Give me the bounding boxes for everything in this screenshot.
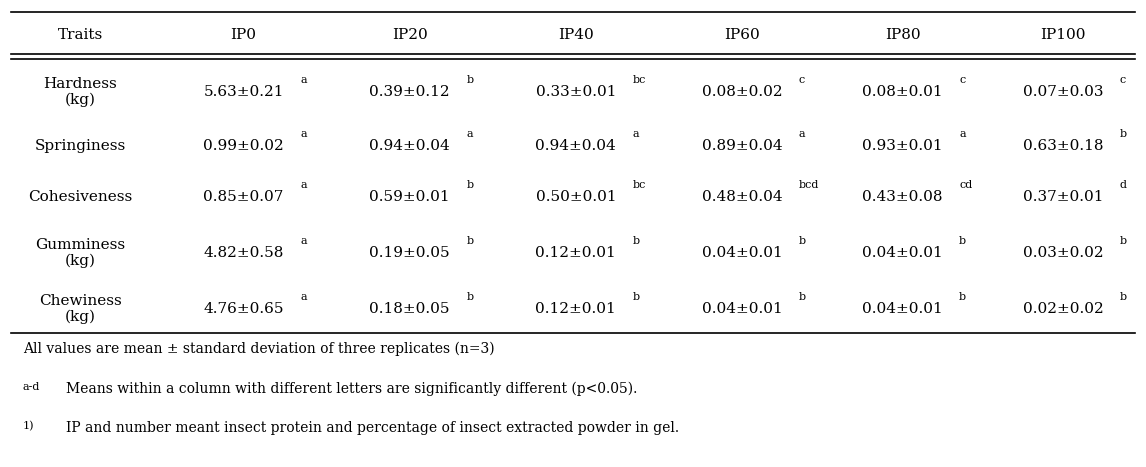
Text: 0.50±0.01: 0.50±0.01 <box>535 190 617 204</box>
Text: b: b <box>633 236 639 247</box>
Text: a: a <box>300 75 307 85</box>
Text: b: b <box>633 292 639 303</box>
Text: 0.33±0.01: 0.33±0.01 <box>535 85 617 99</box>
Text: c: c <box>799 75 804 85</box>
Text: bcd: bcd <box>799 180 819 191</box>
Text: 0.94±0.04: 0.94±0.04 <box>535 139 617 153</box>
Text: b: b <box>1120 292 1127 303</box>
Text: Chewiness
(kg): Chewiness (kg) <box>39 294 121 325</box>
Text: c: c <box>959 75 965 85</box>
Text: 0.63±0.18: 0.63±0.18 <box>1022 139 1104 153</box>
Text: d: d <box>1120 180 1127 191</box>
Text: a: a <box>300 236 307 247</box>
Text: Gumminess
(kg): Gumminess (kg) <box>36 238 125 269</box>
Text: 0.89±0.04: 0.89±0.04 <box>701 139 783 153</box>
Text: 0.43±0.08: 0.43±0.08 <box>862 190 943 204</box>
Text: IP0: IP0 <box>230 28 257 42</box>
Text: Hardness
(kg): Hardness (kg) <box>44 77 117 107</box>
Text: Springiness: Springiness <box>34 139 126 153</box>
Text: b: b <box>959 292 966 303</box>
Text: 5.63±0.21: 5.63±0.21 <box>203 85 284 99</box>
Text: 0.04±0.01: 0.04±0.01 <box>862 246 943 260</box>
Text: cd: cd <box>959 180 973 191</box>
Text: 0.08±0.02: 0.08±0.02 <box>701 85 783 99</box>
Text: 0.94±0.04: 0.94±0.04 <box>369 139 450 153</box>
Text: All values are mean ± standard deviation of three replicates (n=3): All values are mean ± standard deviation… <box>23 342 495 356</box>
Text: 0.19±0.05: 0.19±0.05 <box>369 246 450 260</box>
Text: 0.18±0.05: 0.18±0.05 <box>369 302 450 316</box>
Text: Means within a column with different letters are significantly different (p<0.05: Means within a column with different let… <box>66 382 638 396</box>
Text: Cohesiveness: Cohesiveness <box>29 190 132 204</box>
Text: IP20: IP20 <box>392 28 427 42</box>
Text: 0.48±0.04: 0.48±0.04 <box>701 190 783 204</box>
Text: 0.07±0.03: 0.07±0.03 <box>1022 85 1104 99</box>
Text: a: a <box>633 129 639 139</box>
Text: 0.93±0.01: 0.93±0.01 <box>862 139 943 153</box>
Text: 0.37±0.01: 0.37±0.01 <box>1022 190 1104 204</box>
Text: 0.99±0.02: 0.99±0.02 <box>203 139 284 153</box>
Text: 1): 1) <box>23 421 34 432</box>
Text: 4.82±0.58: 4.82±0.58 <box>203 246 284 260</box>
Text: IP100: IP100 <box>1041 28 1085 42</box>
Text: c: c <box>1120 75 1125 85</box>
Text: 0.04±0.01: 0.04±0.01 <box>701 246 783 260</box>
Text: b: b <box>959 236 966 247</box>
Text: Traits: Traits <box>57 28 103 42</box>
Text: a: a <box>300 292 307 303</box>
Text: 0.03±0.02: 0.03±0.02 <box>1022 246 1104 260</box>
Text: IP80: IP80 <box>885 28 920 42</box>
Text: a: a <box>799 129 806 139</box>
Text: b: b <box>466 75 473 85</box>
Text: b: b <box>466 180 473 191</box>
Text: b: b <box>466 236 473 247</box>
Text: b: b <box>1120 129 1127 139</box>
Text: 0.04±0.01: 0.04±0.01 <box>701 302 783 316</box>
Text: a: a <box>300 129 307 139</box>
Text: b: b <box>1120 236 1127 247</box>
Text: 0.12±0.01: 0.12±0.01 <box>535 246 617 260</box>
Text: 4.76±0.65: 4.76±0.65 <box>203 302 284 316</box>
Text: bc: bc <box>633 75 646 85</box>
Text: a: a <box>466 129 473 139</box>
Text: b: b <box>799 292 806 303</box>
Text: 0.59±0.01: 0.59±0.01 <box>369 190 450 204</box>
Text: 0.12±0.01: 0.12±0.01 <box>535 302 617 316</box>
Text: IP40: IP40 <box>558 28 594 42</box>
Text: 0.39±0.12: 0.39±0.12 <box>369 85 450 99</box>
Text: 0.85±0.07: 0.85±0.07 <box>203 190 284 204</box>
Text: b: b <box>799 236 806 247</box>
Text: a-d: a-d <box>23 382 40 391</box>
Text: 0.04±0.01: 0.04±0.01 <box>862 302 943 316</box>
Text: b: b <box>466 292 473 303</box>
Text: a: a <box>300 180 307 191</box>
Text: 0.02±0.02: 0.02±0.02 <box>1022 302 1104 316</box>
Text: 0.08±0.01: 0.08±0.01 <box>862 85 943 99</box>
Text: IP60: IP60 <box>724 28 760 42</box>
Text: IP and number meant insect protein and percentage of insect extracted powder in : IP and number meant insect protein and p… <box>66 421 680 435</box>
Text: bc: bc <box>633 180 646 191</box>
Text: a: a <box>959 129 966 139</box>
